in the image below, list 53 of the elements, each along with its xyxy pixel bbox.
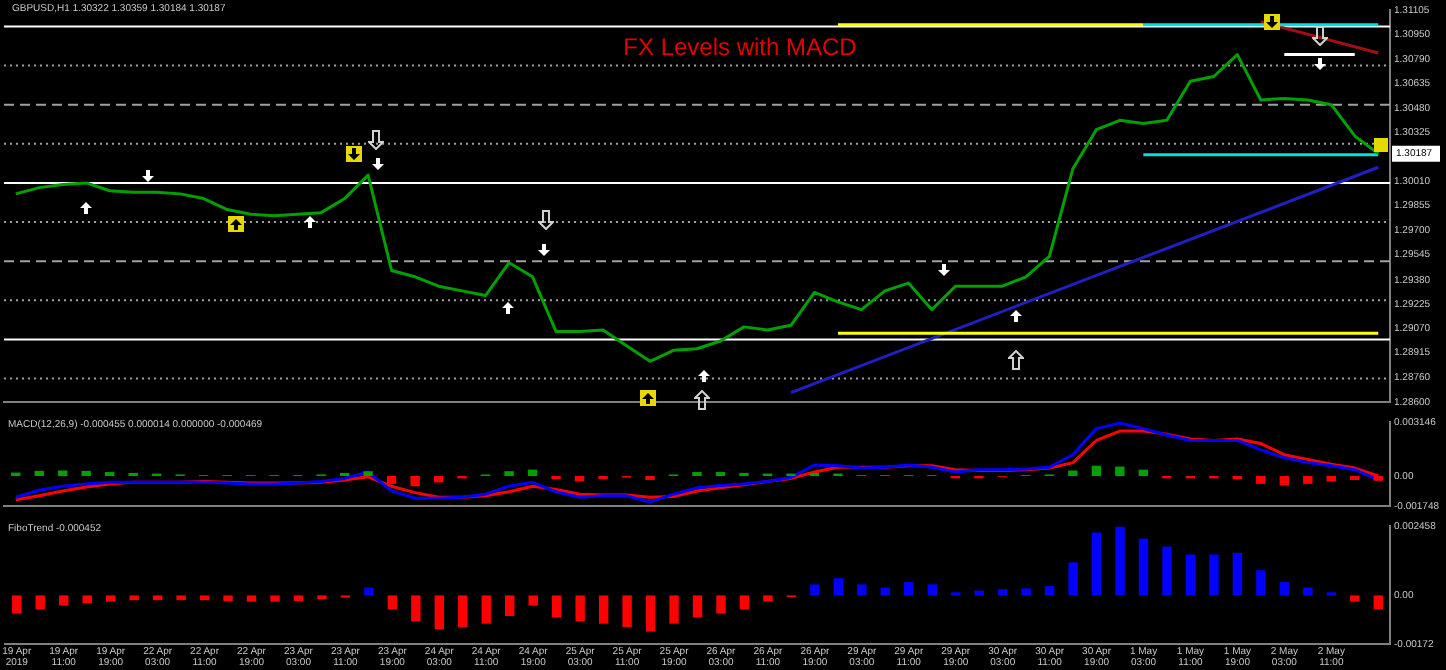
bar <box>1091 532 1102 596</box>
bar <box>1232 552 1243 596</box>
bar <box>810 584 820 596</box>
bar <box>434 595 444 630</box>
bar <box>1044 586 1055 596</box>
bar <box>763 595 773 602</box>
bar <box>716 595 726 614</box>
bar <box>411 595 421 622</box>
bar <box>176 595 186 601</box>
text: FX Levels with MACD <box>623 32 858 61</box>
bar <box>387 595 398 610</box>
bar <box>364 587 374 596</box>
bar <box>12 595 22 614</box>
bar <box>246 595 257 602</box>
bar <box>105 595 116 602</box>
bar <box>1021 588 1031 596</box>
bar <box>293 595 304 602</box>
bar <box>645 595 656 632</box>
bar <box>692 595 703 618</box>
bar <box>1350 595 1360 602</box>
bar <box>1373 595 1383 610</box>
bar <box>270 595 280 602</box>
bar <box>129 595 139 601</box>
bar <box>1279 582 1290 596</box>
bar <box>223 595 233 602</box>
bar <box>904 582 914 596</box>
bar <box>152 595 163 601</box>
bar <box>481 595 491 624</box>
bar <box>1162 546 1172 596</box>
bar <box>1209 554 1219 596</box>
bar <box>857 584 867 596</box>
bar <box>833 578 844 596</box>
bar <box>575 595 585 622</box>
bar <box>458 595 468 628</box>
bar <box>997 589 1008 596</box>
bar <box>35 595 45 610</box>
bar <box>927 584 937 596</box>
bar <box>551 595 562 618</box>
bar <box>1303 587 1313 596</box>
bar <box>1115 526 1125 596</box>
bar <box>622 595 632 628</box>
bar <box>82 595 92 604</box>
bar <box>1068 562 1078 596</box>
bar <box>598 595 609 624</box>
bar <box>1138 538 1149 596</box>
bar <box>59 595 69 606</box>
bar <box>669 595 679 624</box>
bar <box>199 595 210 601</box>
bar <box>739 595 750 610</box>
bar <box>528 595 538 606</box>
bar <box>1256 570 1266 596</box>
bar <box>1185 554 1196 596</box>
bar <box>505 595 515 617</box>
